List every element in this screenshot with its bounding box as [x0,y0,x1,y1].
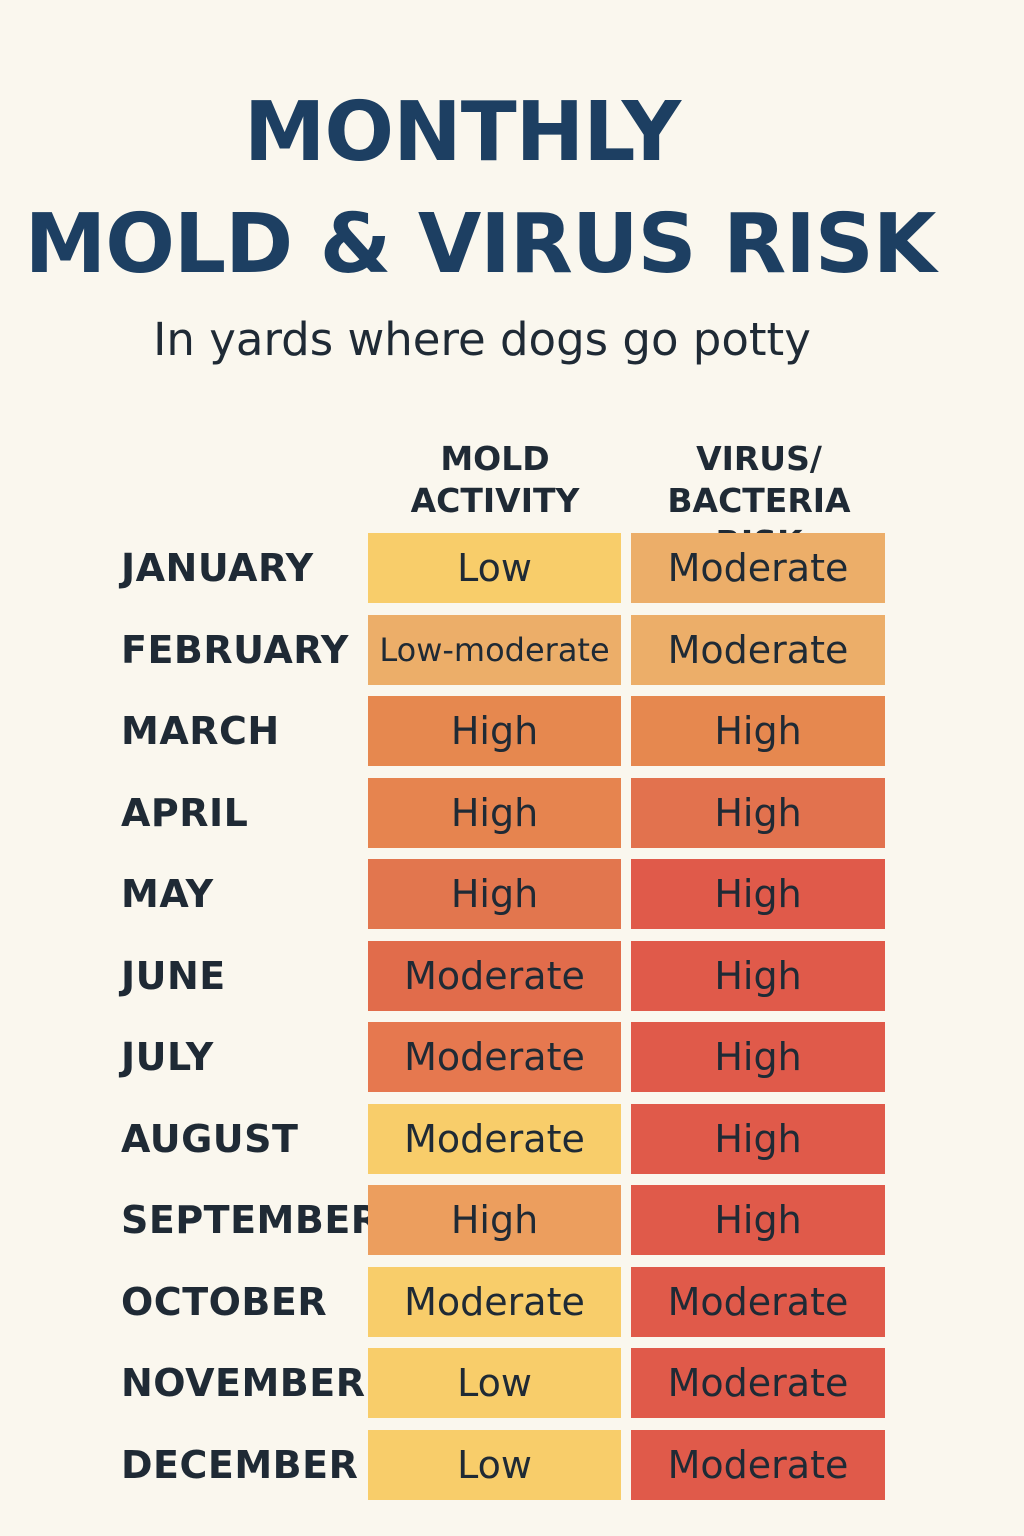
cell-virus-bacteria-risk: High [631,941,885,1011]
row-month-label: MAY [121,872,214,916]
cell-mold-activity: High [368,1185,621,1255]
page-subtitle: In yards where dogs go potty [153,313,811,366]
cell-virus-bacteria-risk: Moderate [631,615,885,685]
row-month-label: MARCH [121,709,280,753]
row-month-label: APRIL [121,791,249,835]
cell-virus-bacteria-risk: High [631,1022,885,1092]
row-month-label: OCTOBER [121,1280,328,1324]
cell-mold-activity: Low [368,1430,621,1500]
cell-virus-bacteria-risk: Moderate [631,1267,885,1337]
row-month-label: JANUARY [121,546,314,590]
cell-mold-activity: High [368,859,621,929]
page-title-line2: MOLD & VIRUS RISK [24,197,937,292]
page-title-line1: MONTHLY [243,85,681,180]
cell-mold-activity: Moderate [368,1104,621,1174]
cell-mold-activity: Moderate [368,1022,621,1092]
cell-virus-bacteria-risk: High [631,696,885,766]
cell-mold-activity: Low-moderate [368,615,621,685]
row-month-label: NOVEMBER [121,1361,366,1405]
row-month-label: AUGUST [121,1117,299,1161]
cell-mold-activity: Low [368,533,621,603]
cell-virus-bacteria-risk: High [631,859,885,929]
row-month-label: JULY [121,1035,214,1079]
cell-mold-activity: Low [368,1348,621,1418]
cell-virus-bacteria-risk: Moderate [631,1348,885,1418]
cell-mold-activity: High [368,696,621,766]
row-month-label: SEPTEMBER [121,1198,381,1242]
cell-mold-activity: Moderate [368,941,621,1011]
cell-mold-activity: High [368,778,621,848]
cell-virus-bacteria-risk: Moderate [631,1430,885,1500]
column-header-mold-activity: MOLD ACTIVITY [410,439,580,520]
cell-mold-activity: Moderate [368,1267,621,1337]
cell-virus-bacteria-risk: High [631,778,885,848]
row-month-label: DECEMBER [121,1443,359,1487]
row-month-label: JUNE [121,954,226,998]
cell-virus-bacteria-risk: High [631,1104,885,1174]
cell-virus-bacteria-risk: Moderate [631,533,885,603]
row-month-label: FEBRUARY [121,628,349,672]
cell-virus-bacteria-risk: High [631,1185,885,1255]
